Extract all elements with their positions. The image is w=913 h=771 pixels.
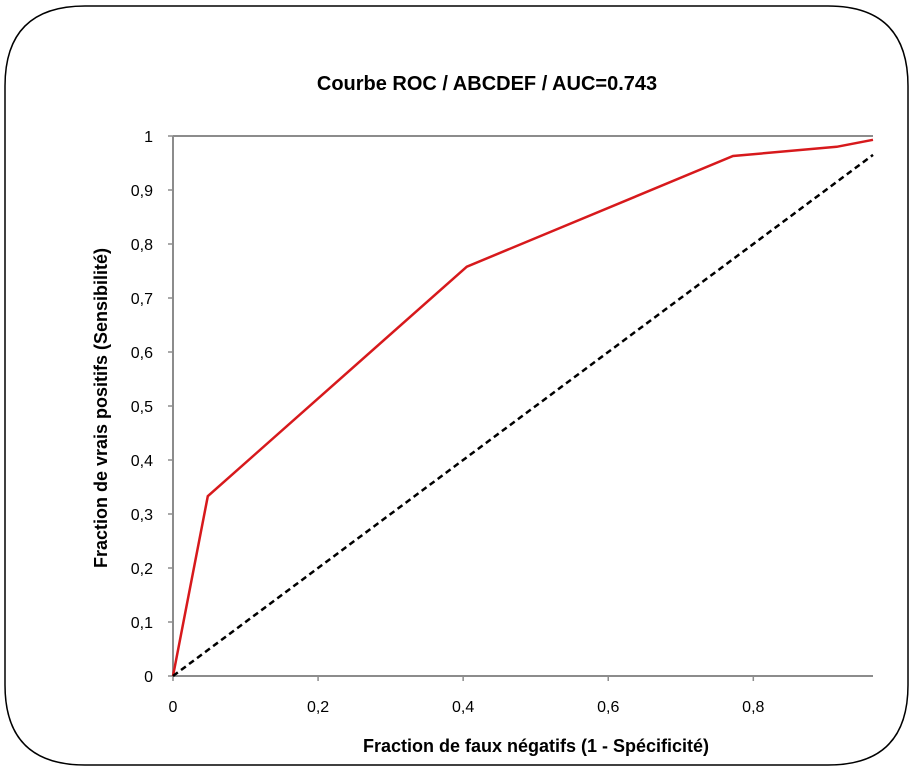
x-axis-title: Fraction de faux négatifs (1 - Spécifici… [363,736,709,756]
y-tick-label: 0,5 [131,399,153,416]
y-tick-label: 0,4 [131,453,153,470]
y-ticks: 0 0,1 0,2 0,3 0,4 0,5 0,6 0,7 0,8 0,9 1 [131,129,173,686]
y-tick-label: 0 [144,669,153,686]
series-layer [171,138,874,678]
roc-curve-line [171,138,874,677]
x-ticks: 0 0,2 0,4 0,6 0,8 [169,676,765,716]
x-tick-label: 0,6 [597,699,619,716]
y-axis-title: Fraction de vrais positifs (Sensibilité) [91,248,111,568]
x-tick-label: 0,2 [307,699,329,716]
y-tick-label: 0,1 [131,615,153,632]
y-tick-label: 0,3 [131,507,153,524]
chart-title: Courbe ROC / ABCDEF / AUC=0.743 [317,73,657,95]
x-tick-label: 0,8 [742,699,764,716]
chart-frame [4,5,909,766]
reference-diagonal-line [172,153,874,678]
y-tick-label: 0,6 [131,345,153,362]
y-tick-label: 0,7 [131,291,153,308]
y-tick-label: 1 [144,129,153,146]
x-tick-label: 0,4 [452,699,474,716]
x-tick-label: 0 [169,699,178,716]
y-tick-label: 0,8 [131,237,153,254]
y-tick-label: 0,9 [131,183,153,200]
y-tick-label: 0,2 [131,561,153,578]
